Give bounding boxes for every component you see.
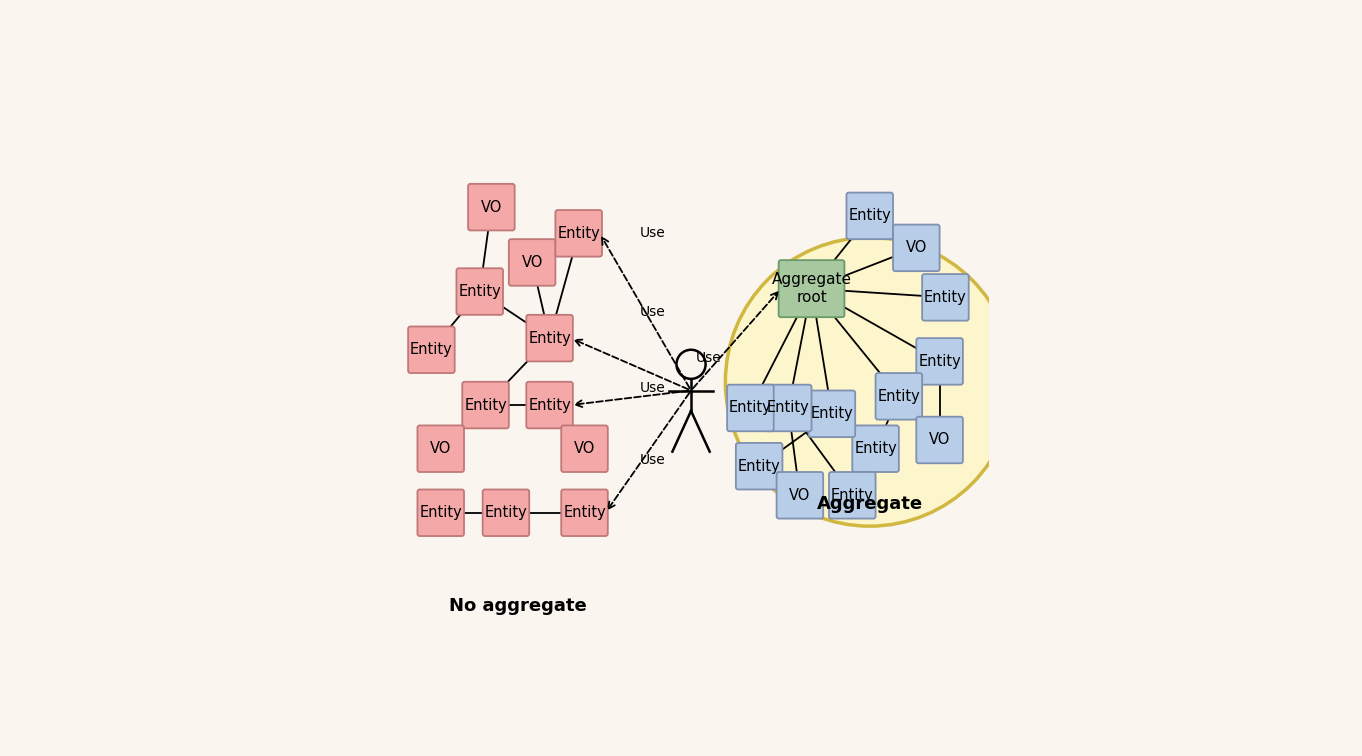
Text: Entity: Entity xyxy=(918,354,962,369)
Text: Entity: Entity xyxy=(854,442,898,456)
FancyBboxPatch shape xyxy=(727,385,774,431)
FancyBboxPatch shape xyxy=(417,489,464,536)
FancyBboxPatch shape xyxy=(561,426,607,472)
Circle shape xyxy=(726,237,1015,526)
Text: Entity: Entity xyxy=(831,488,873,503)
FancyBboxPatch shape xyxy=(561,489,607,536)
FancyBboxPatch shape xyxy=(526,314,573,361)
Text: Entity: Entity xyxy=(419,505,462,520)
Text: VO: VO xyxy=(906,240,928,256)
Text: Entity: Entity xyxy=(528,398,571,413)
Text: Entity: Entity xyxy=(528,330,571,345)
Text: Entity: Entity xyxy=(557,226,601,241)
Text: Entity: Entity xyxy=(464,398,507,413)
Text: Aggregate: Aggregate xyxy=(817,495,923,513)
FancyBboxPatch shape xyxy=(469,184,515,231)
Text: Entity: Entity xyxy=(738,459,780,474)
Text: Use: Use xyxy=(640,380,666,395)
Text: VO: VO xyxy=(522,255,543,270)
Text: VO: VO xyxy=(430,442,451,456)
Text: Entity: Entity xyxy=(849,209,891,223)
FancyBboxPatch shape xyxy=(829,472,876,519)
FancyBboxPatch shape xyxy=(776,472,823,519)
FancyBboxPatch shape xyxy=(462,382,509,429)
FancyBboxPatch shape xyxy=(809,391,855,437)
FancyBboxPatch shape xyxy=(735,443,782,489)
Text: Use: Use xyxy=(640,305,666,319)
FancyBboxPatch shape xyxy=(922,274,968,321)
FancyBboxPatch shape xyxy=(417,426,464,472)
Text: Entity: Entity xyxy=(923,290,967,305)
FancyBboxPatch shape xyxy=(509,239,556,286)
FancyBboxPatch shape xyxy=(456,268,503,314)
FancyBboxPatch shape xyxy=(526,382,573,429)
Text: No aggregate: No aggregate xyxy=(448,597,587,615)
Text: VO: VO xyxy=(573,442,595,456)
Text: Entity: Entity xyxy=(563,505,606,520)
Text: Entity: Entity xyxy=(485,505,527,520)
FancyBboxPatch shape xyxy=(765,385,812,431)
Text: Use: Use xyxy=(640,454,666,467)
Text: VO: VO xyxy=(789,488,810,503)
Text: Use: Use xyxy=(640,226,666,240)
FancyBboxPatch shape xyxy=(917,417,963,463)
FancyBboxPatch shape xyxy=(556,210,602,256)
FancyBboxPatch shape xyxy=(409,327,455,373)
Text: Entity: Entity xyxy=(810,406,853,421)
FancyBboxPatch shape xyxy=(917,338,963,385)
Text: VO: VO xyxy=(929,432,951,448)
FancyBboxPatch shape xyxy=(853,426,899,472)
Text: Aggregate
root: Aggregate root xyxy=(771,272,851,305)
FancyBboxPatch shape xyxy=(876,373,922,420)
FancyBboxPatch shape xyxy=(779,260,844,318)
FancyBboxPatch shape xyxy=(482,489,530,536)
Text: VO: VO xyxy=(481,200,503,215)
Text: Entity: Entity xyxy=(410,342,452,358)
FancyBboxPatch shape xyxy=(846,193,893,239)
Text: Entity: Entity xyxy=(729,401,772,416)
FancyBboxPatch shape xyxy=(893,225,940,271)
Text: Entity: Entity xyxy=(767,401,809,416)
Text: Entity: Entity xyxy=(877,389,921,404)
Text: Entity: Entity xyxy=(459,284,501,299)
Text: Use: Use xyxy=(696,352,722,365)
